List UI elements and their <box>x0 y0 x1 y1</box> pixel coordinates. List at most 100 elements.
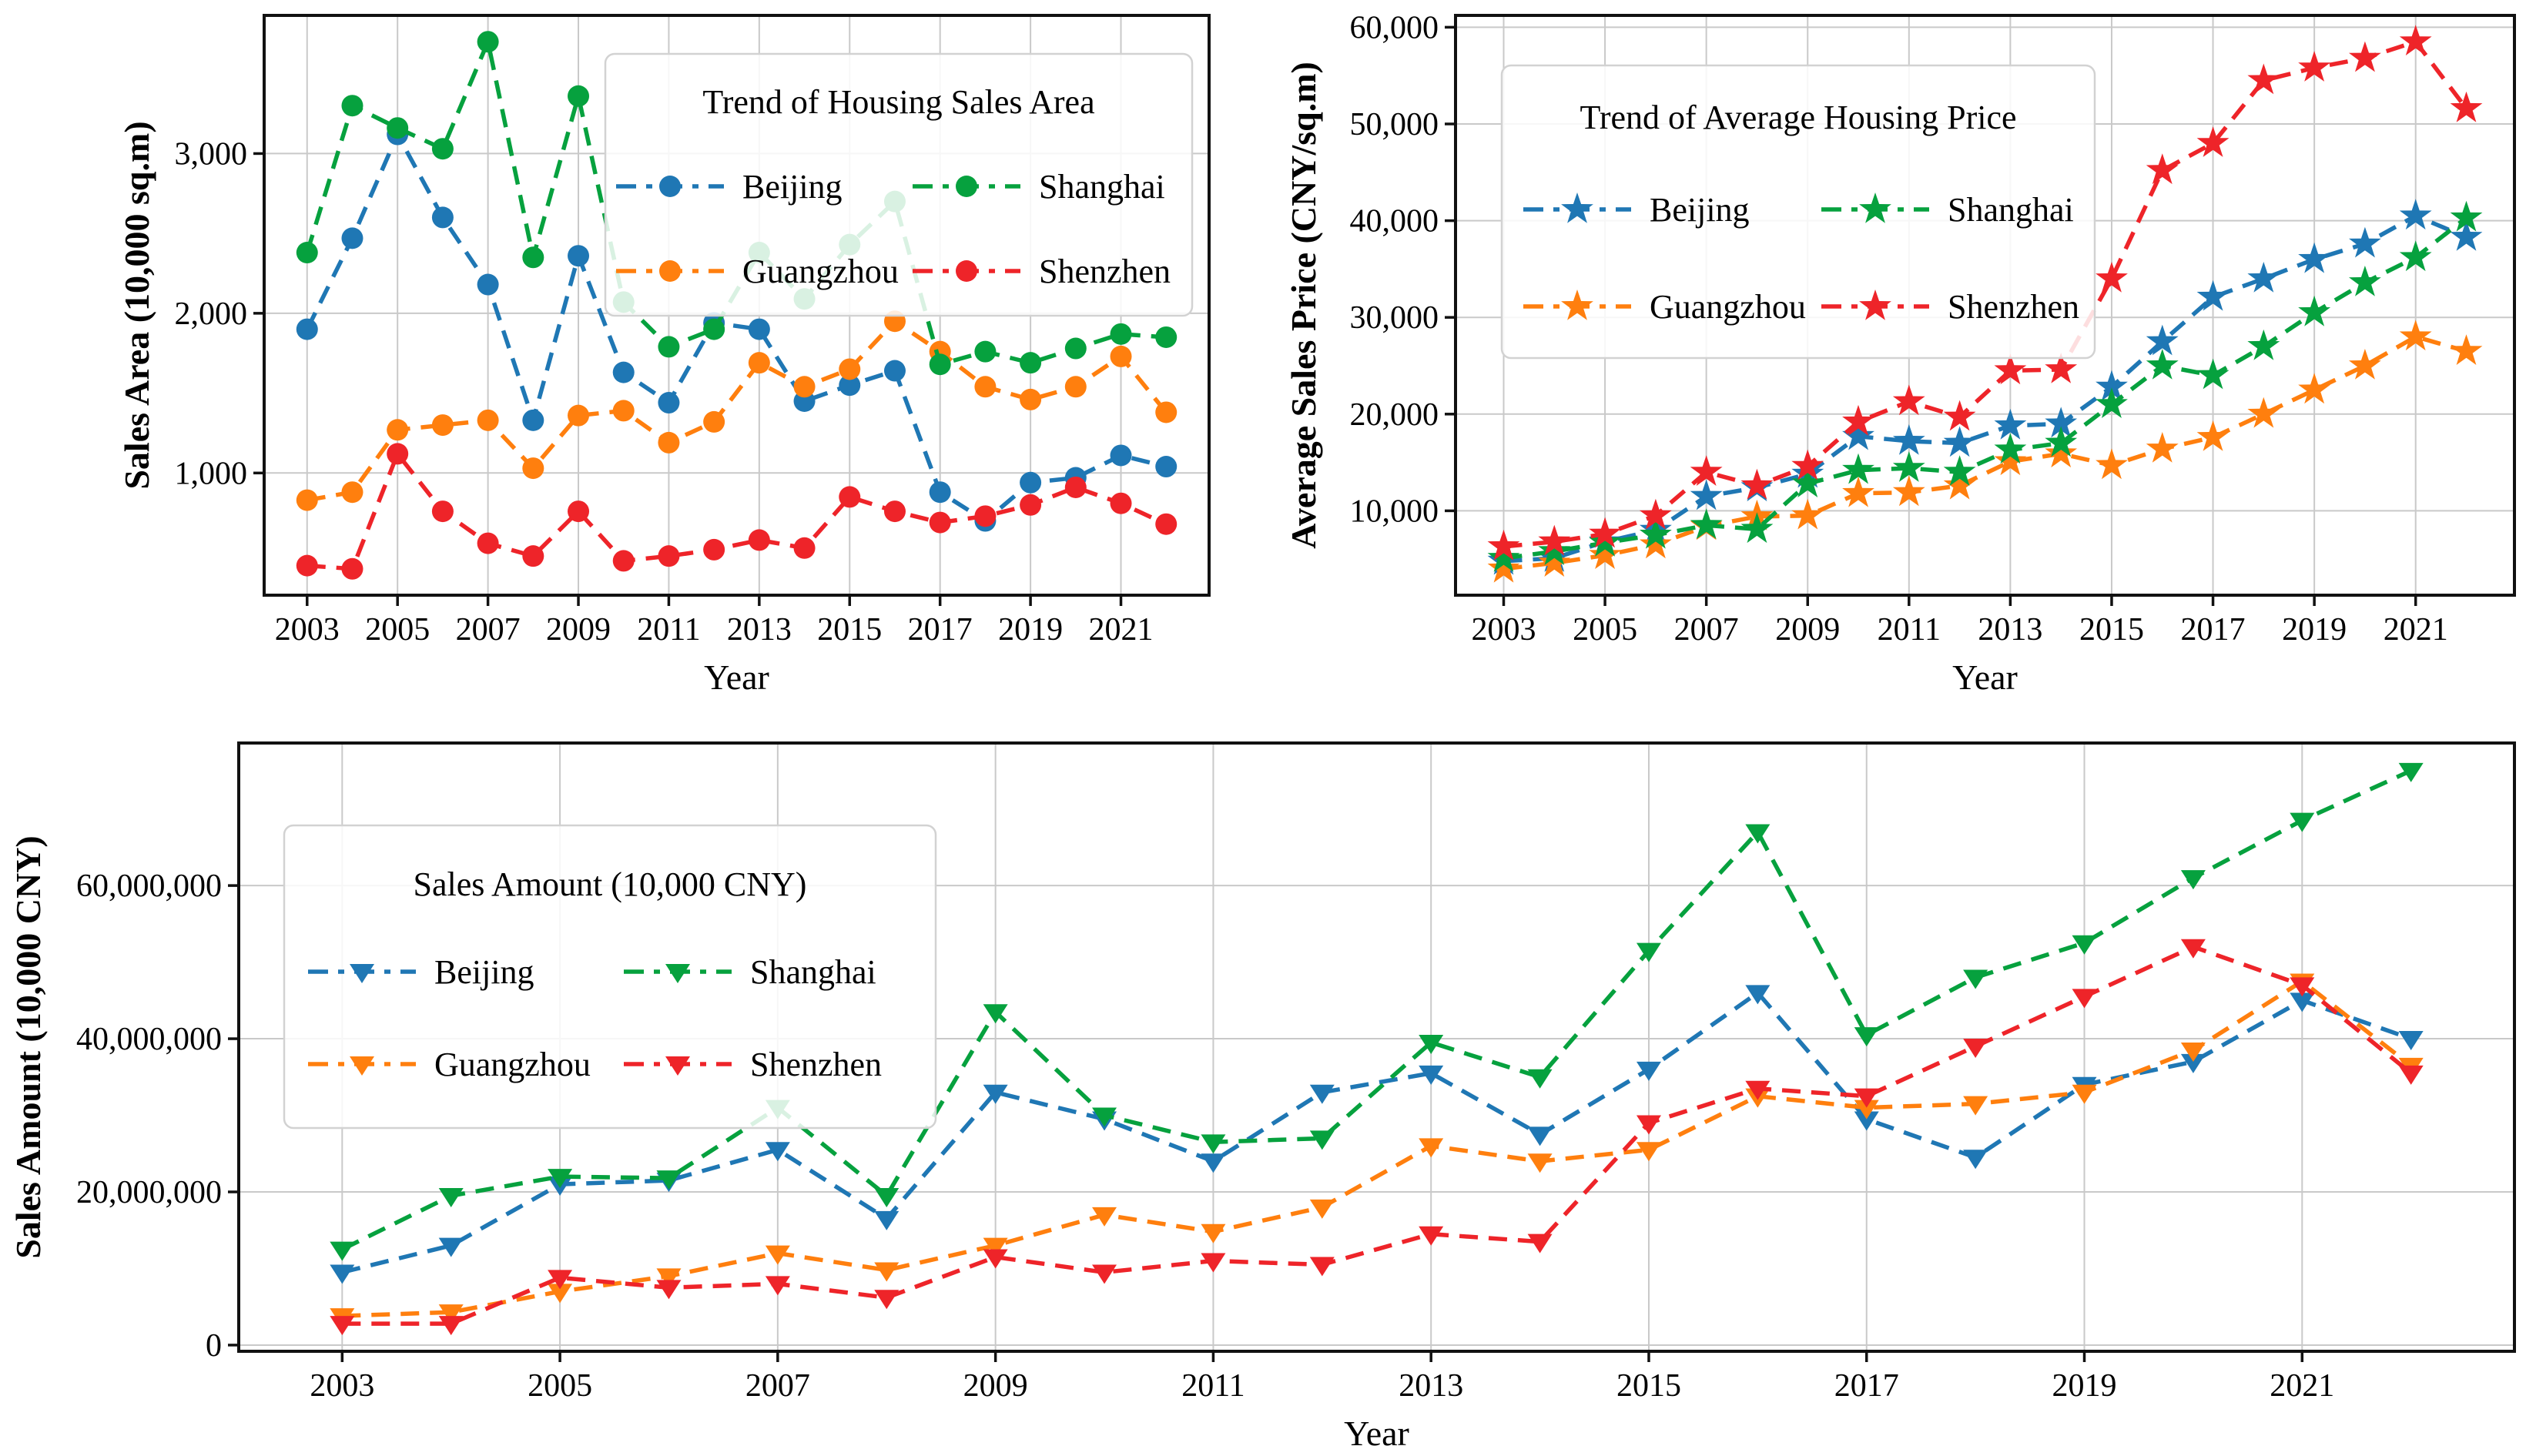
data-point-marker <box>548 1270 573 1290</box>
x-tick-label: 2013 <box>1399 1368 1463 1404</box>
legend-entry-label: Shenzhen <box>1039 253 1171 290</box>
data-point-marker <box>296 242 318 264</box>
axis-ticks: 2003 2005 2007 2009 2011 2013 2015 2017 2019 2021… <box>76 869 2334 1404</box>
x-tick-label: 2005 <box>1573 612 1637 648</box>
data-point-marker <box>883 360 906 382</box>
data-point-marker <box>659 260 681 282</box>
data-point-marker <box>2146 432 2179 463</box>
data-point-marker <box>1745 1080 1771 1100</box>
data-point-marker <box>974 505 997 527</box>
data-point-marker <box>612 361 635 383</box>
data-point-marker <box>1589 517 1621 548</box>
data-point-marker <box>1201 1134 1226 1154</box>
data-point-marker <box>2290 812 2315 832</box>
x-tick-label: 2015 <box>1616 1368 1681 1404</box>
series-guangzhou <box>330 973 2424 1328</box>
data-point-marker <box>1639 498 1672 530</box>
data-point-marker <box>438 1237 464 1257</box>
data-point-marker <box>1527 1069 1553 1089</box>
data-point-marker <box>1155 326 1178 348</box>
legend-entry-label: Shanghai <box>1948 191 2074 229</box>
data-point-marker <box>1963 1150 1988 1170</box>
data-point-marker <box>1020 471 1042 494</box>
data-point-marker <box>874 1210 900 1230</box>
data-point-marker <box>1092 1207 1117 1227</box>
data-point-marker <box>2298 51 2331 82</box>
series-shanghai <box>330 762 2424 1261</box>
data-point-marker <box>974 340 997 363</box>
data-point-marker <box>929 353 951 376</box>
x-tick-label: 2007 <box>1674 612 1739 648</box>
data-point-marker <box>438 1316 464 1336</box>
data-point-marker <box>2146 349 2179 380</box>
y-axis-label: Sales Area (10,000 sq.m) <box>117 121 156 489</box>
data-point-marker <box>748 352 770 374</box>
y-tick-label: 60,000 <box>1350 10 1439 45</box>
axes-frame <box>237 741 2516 1353</box>
data-point-marker <box>477 409 499 431</box>
series-guangzhou <box>296 310 1178 511</box>
data-point-marker <box>1309 1130 1335 1150</box>
data-point-marker <box>1110 444 1132 467</box>
data-point-marker <box>1309 1257 1335 1277</box>
legend-box <box>604 52 1194 317</box>
data-point-marker <box>2399 320 2432 351</box>
data-point-marker <box>1859 192 1891 223</box>
data-point-marker <box>1309 1084 1335 1104</box>
axis-ticks: 2003 2005 2007 2009 2011 2013 2015 2017 2019 2021… <box>175 136 1154 648</box>
data-point-marker <box>477 31 499 53</box>
data-point-marker <box>1791 467 1824 497</box>
data-point-marker <box>341 481 363 504</box>
data-point-marker <box>1690 508 1723 539</box>
x-tick-label: 2021 <box>1089 612 1154 648</box>
data-point-marker <box>1892 384 1925 416</box>
data-point-marker <box>1092 1264 1117 1284</box>
data-point-marker <box>431 138 454 160</box>
data-point-marker <box>983 1084 1008 1104</box>
data-point-marker <box>2146 324 2179 356</box>
x-tick-label: 2015 <box>817 612 882 648</box>
data-point-marker <box>2196 279 2230 311</box>
data-point-marker <box>929 481 951 504</box>
data-point-marker <box>1110 345 1132 367</box>
data-point-marker <box>2450 334 2483 365</box>
data-point-marker <box>983 1237 1008 1257</box>
data-point-marker <box>1527 1153 1553 1173</box>
data-point-marker <box>1092 1107 1117 1127</box>
x-tick-label: 2019 <box>2052 1368 2117 1404</box>
data-point-marker <box>2146 153 2179 185</box>
data-point-marker <box>2096 387 2128 418</box>
data-point-marker <box>1842 453 1874 484</box>
data-point-marker <box>387 117 409 139</box>
x-tick-label: 2005 <box>365 612 430 648</box>
data-point-marker <box>1690 455 1723 486</box>
data-point-marker <box>1561 290 1593 320</box>
data-point-marker <box>438 1187 464 1207</box>
x-tick-label: 2021 <box>2270 1368 2334 1404</box>
data-point-marker <box>665 964 690 983</box>
data-point-marker <box>1020 388 1042 410</box>
data-point-marker <box>2349 266 2381 296</box>
data-point-marker <box>1538 524 1571 556</box>
data-point-marker <box>330 1264 355 1284</box>
y-tick-label: 50,000 <box>1350 107 1439 142</box>
data-point-marker <box>983 1249 1008 1269</box>
sales-amount-chart: 2003 2005 2007 2009 2011 2013 2015 2017 2019 2021… <box>0 701 2526 1456</box>
data-point-marker <box>883 500 906 523</box>
data-point-marker <box>1201 1253 1226 1273</box>
data-point-marker <box>1155 401 1178 423</box>
data-point-marker <box>1892 475 1925 507</box>
data-point-marker <box>1527 1233 1553 1253</box>
series-shanghai <box>1487 200 2483 572</box>
x-tick-label: 2011 <box>637 612 700 648</box>
data-point-marker <box>929 511 951 534</box>
data-point-marker <box>2072 935 2097 955</box>
data-point-marker <box>656 1280 682 1300</box>
x-tick-label: 2003 <box>1472 612 1536 648</box>
data-point-marker <box>1745 824 1771 844</box>
data-point-marker <box>748 318 770 340</box>
legend-entry-label: Guangzhou <box>742 253 899 290</box>
x-tick-label: 2011 <box>1878 612 1941 648</box>
data-point-marker <box>2399 25 2432 55</box>
data-point-marker <box>1639 527 1672 559</box>
